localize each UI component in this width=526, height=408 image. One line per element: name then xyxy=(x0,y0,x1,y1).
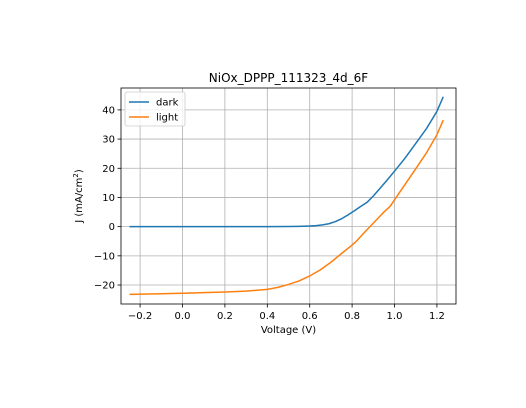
x-tick-label: 0.6 xyxy=(302,311,318,322)
series-line-light xyxy=(129,119,444,296)
y-axis-label-superscript: 2 xyxy=(72,173,80,177)
x-tick-label: 0.2 xyxy=(217,311,233,322)
y-axis-label-prefix: J (mA/cm xyxy=(74,178,85,224)
y-axis-label: J (mA/cm2) xyxy=(72,169,85,224)
y-tick-label: 30 xyxy=(102,135,115,146)
y-tick-label: 20 xyxy=(102,164,115,175)
chart-title: NiOx_DPPP_111323_4d_6F xyxy=(209,71,369,85)
y-tick-label: −10 xyxy=(94,251,115,262)
x-axis-ticks: −0.2 0.0 0.2 0.4 0.6 0.8 1.0 1.2 xyxy=(128,304,445,322)
legend-label-light: light xyxy=(156,113,178,124)
x-axis-label: Voltage (V) xyxy=(261,325,316,336)
plot-frame xyxy=(120,87,457,305)
y-tick-label: −20 xyxy=(94,281,115,292)
y-tick-label: 10 xyxy=(102,193,115,204)
y-tick-label: 0 xyxy=(109,222,115,233)
x-tick-label: 1.0 xyxy=(387,311,403,322)
series-layer xyxy=(129,96,444,296)
legend: dark light xyxy=(124,91,186,127)
x-tick-label: 0.4 xyxy=(259,311,275,322)
y-tick-label: 40 xyxy=(102,105,115,116)
series-line-dark xyxy=(129,96,444,228)
legend-label-dark: dark xyxy=(156,98,179,109)
x-tick-label: −0.2 xyxy=(128,311,152,322)
x-tick-label: 1.2 xyxy=(429,311,445,322)
x-tick-label: 0.8 xyxy=(344,311,360,322)
x-tick-label: 0.0 xyxy=(175,311,191,322)
y-axis-ticks: −20 −10 0 10 20 30 40 xyxy=(94,105,121,292)
y-axis-label-suffix: ) xyxy=(74,169,85,173)
